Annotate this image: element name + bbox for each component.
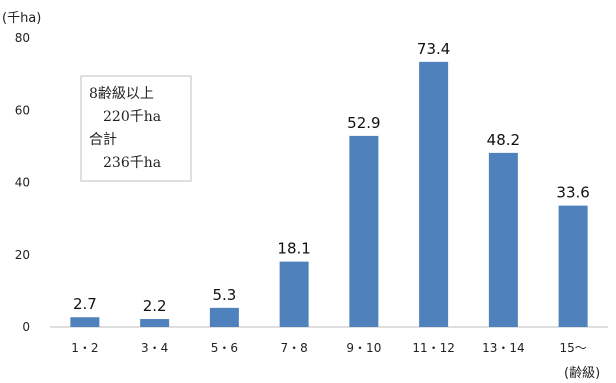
- bar: [349, 135, 379, 327]
- summary-annotation: 8齢級以上 220千ha 合計 236千ha: [80, 75, 192, 182]
- data-label: 48.2: [487, 131, 520, 149]
- annotation-line-3: 合計: [89, 132, 117, 148]
- data-label: 73.4: [417, 40, 450, 58]
- x-tick-label: 1・2: [71, 341, 98, 355]
- x-axis: 1・2 3・4 5・6 7・8 9・10 11・12 13・14 15～: [71, 341, 587, 355]
- bar: [558, 205, 588, 327]
- y-tick-label: 60: [15, 103, 30, 117]
- bar: [140, 319, 170, 327]
- bar: [70, 317, 100, 327]
- bar: [488, 152, 518, 327]
- x-tick-label: 11・12: [412, 341, 455, 355]
- x-tick-label: 5・6: [211, 341, 238, 355]
- annotation-line-2: 220千ha: [103, 109, 161, 125]
- x-axis-unit-label: (齢級): [564, 366, 600, 381]
- value-labels: 2.7 2.2 5.3 18.1 52.9 73.4 48.2 33.6: [73, 40, 590, 315]
- y-axis: 0 20 40 60 80: [15, 31, 30, 334]
- x-tick-label: 15～: [559, 341, 586, 355]
- y-tick-label: 20: [15, 248, 30, 262]
- x-tick-label: 7・8: [280, 341, 307, 355]
- data-label: 18.1: [277, 240, 310, 258]
- data-label: 5.3: [212, 286, 236, 304]
- annotation-line-4: 236千ha: [103, 155, 161, 171]
- y-tick-label: 0: [22, 320, 30, 334]
- bar-series: [70, 61, 588, 327]
- y-tick-label: 80: [15, 31, 30, 45]
- data-label: 2.2: [143, 297, 167, 315]
- annotation-line-1: 8齢級以上: [89, 86, 154, 102]
- x-tick-label: 13・14: [482, 341, 525, 355]
- data-label: 52.9: [347, 114, 380, 132]
- data-label: 33.6: [556, 184, 589, 202]
- data-label: 2.7: [73, 295, 97, 313]
- x-tick-label: 3・4: [141, 341, 168, 355]
- bar: [419, 61, 449, 327]
- y-axis-unit-label: (千ha): [2, 11, 41, 26]
- bar: [209, 307, 239, 327]
- annotation-box: [80, 75, 192, 182]
- bar: [279, 261, 309, 327]
- y-tick-label: 40: [15, 176, 30, 190]
- x-tick-label: 9・10: [346, 341, 381, 355]
